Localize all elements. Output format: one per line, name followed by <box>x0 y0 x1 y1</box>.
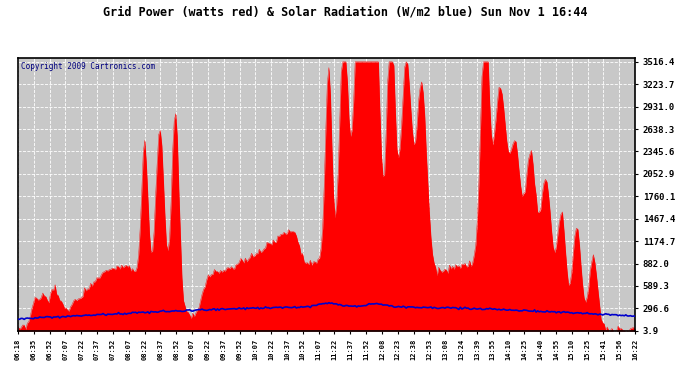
Text: Grid Power (watts red) & Solar Radiation (W/m2 blue) Sun Nov 1 16:44: Grid Power (watts red) & Solar Radiation… <box>103 6 587 19</box>
Text: Copyright 2009 Cartronics.com: Copyright 2009 Cartronics.com <box>21 62 155 71</box>
